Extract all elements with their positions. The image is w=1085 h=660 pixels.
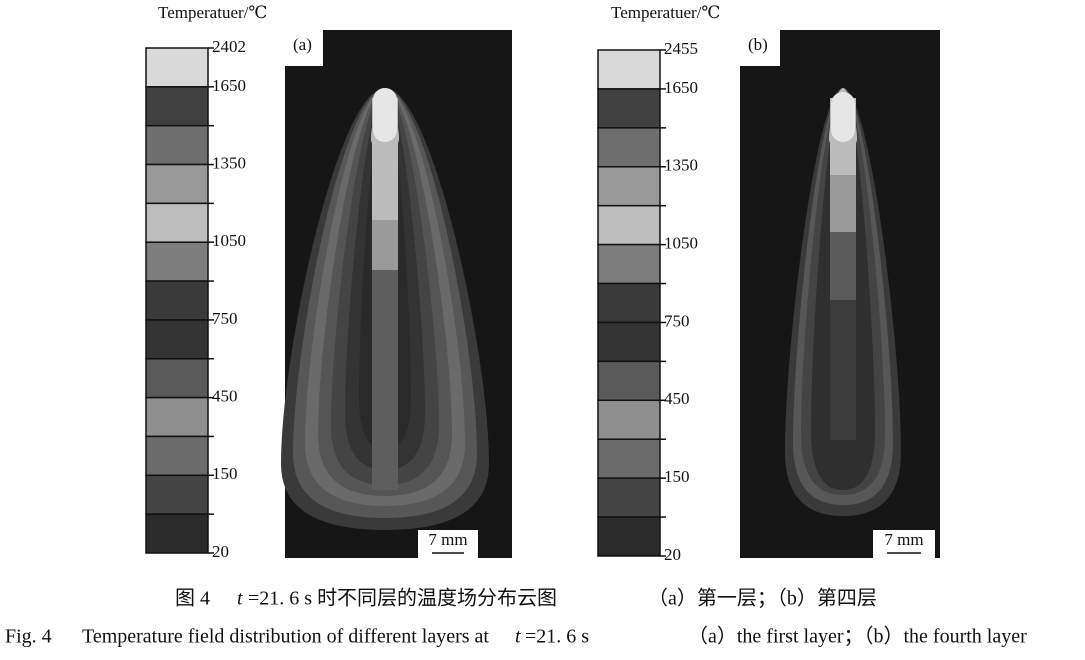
colorbar-tick-label: 20 — [212, 542, 229, 561]
panel-label: (a) — [293, 35, 312, 54]
colorbar-tick-label: 20 — [664, 545, 681, 564]
colorbar-tick-label: 150 — [212, 464, 238, 483]
colorbar-swatch — [597, 166, 661, 207]
colorbar-tick-label: 750 — [212, 309, 238, 328]
melt-pool — [831, 92, 855, 142]
colorbar-tick-label: 1650 — [664, 78, 698, 97]
caption-cn-text: =21. 6 s 时不同层的温度场分布云图 — [248, 587, 557, 610]
colorbar-swatch — [145, 86, 209, 127]
colorbar-swatch — [145, 47, 209, 88]
caption-cn-label: 图 4 — [175, 588, 210, 610]
colorbar-tick-label: 1350 — [664, 156, 698, 175]
caption-cn-parts: （a）第一层；（b）第四层 — [648, 587, 877, 610]
caption-en-label: Fig. 4 — [5, 626, 52, 648]
colorbar-tick-label: 750 — [664, 311, 690, 330]
colorbar-swatch — [145, 435, 209, 477]
colorbar-title: Temperatuer/℃ — [158, 3, 267, 22]
colorbar-swatch — [597, 321, 661, 363]
colorbar-tick-label: 450 — [212, 387, 238, 406]
colorbar-swatch — [145, 358, 209, 399]
colorbar-tick-label: 150 — [664, 467, 690, 486]
colorbar-title: Temperatuer/℃ — [611, 3, 720, 22]
colorbar-tick-label: 2455 — [664, 39, 698, 58]
colorbar-swatch — [145, 163, 209, 205]
panel-label: (b) — [748, 35, 768, 54]
scale-bar-label: 7 mm — [428, 530, 467, 549]
caption-cn-var: t — [237, 588, 243, 610]
colorbar-tick-label: 1650 — [212, 76, 246, 95]
colorbar-swatch — [597, 282, 661, 324]
colorbar-swatch — [597, 438, 661, 479]
colorbar-swatch — [597, 243, 661, 285]
colorbar-swatch — [597, 477, 661, 518]
caption-en-var: t — [515, 626, 521, 648]
caption-en-parts: （a）the first layer；（b）the fourth layer — [688, 625, 1027, 648]
caption-en-time: =21. 6 s — [525, 626, 589, 648]
caption-en-text: Temperature field distribution of differ… — [82, 626, 489, 648]
colorbar-swatch — [145, 241, 209, 282]
colorbar-swatch — [597, 516, 661, 557]
colorbar-tick-label: 450 — [664, 389, 690, 408]
colorbar-tick-label: 1050 — [664, 234, 698, 253]
colorbar-swatch — [597, 399, 661, 440]
colorbar-tick-label: 1050 — [212, 231, 246, 250]
colorbar-swatch — [597, 127, 661, 168]
colorbar-swatch — [145, 280, 209, 321]
colorbar-swatch — [145, 513, 209, 554]
colorbar-tick-label: 2402 — [212, 37, 246, 56]
colorbar-swatch — [145, 319, 209, 360]
scale-bar-label: 7 mm — [884, 530, 923, 549]
colorbar-swatch — [145, 202, 209, 243]
colorbar-swatch — [597, 88, 661, 129]
colorbar-swatch — [597, 49, 661, 90]
colorbar-swatch — [145, 396, 209, 438]
colorbar-tick-label: 1350 — [212, 153, 246, 172]
colorbar-swatch — [145, 124, 209, 166]
melt-pool — [373, 88, 397, 142]
colorbar-swatch — [597, 360, 661, 402]
colorbar-swatch — [145, 474, 209, 515]
colorbar-swatch — [597, 204, 661, 246]
